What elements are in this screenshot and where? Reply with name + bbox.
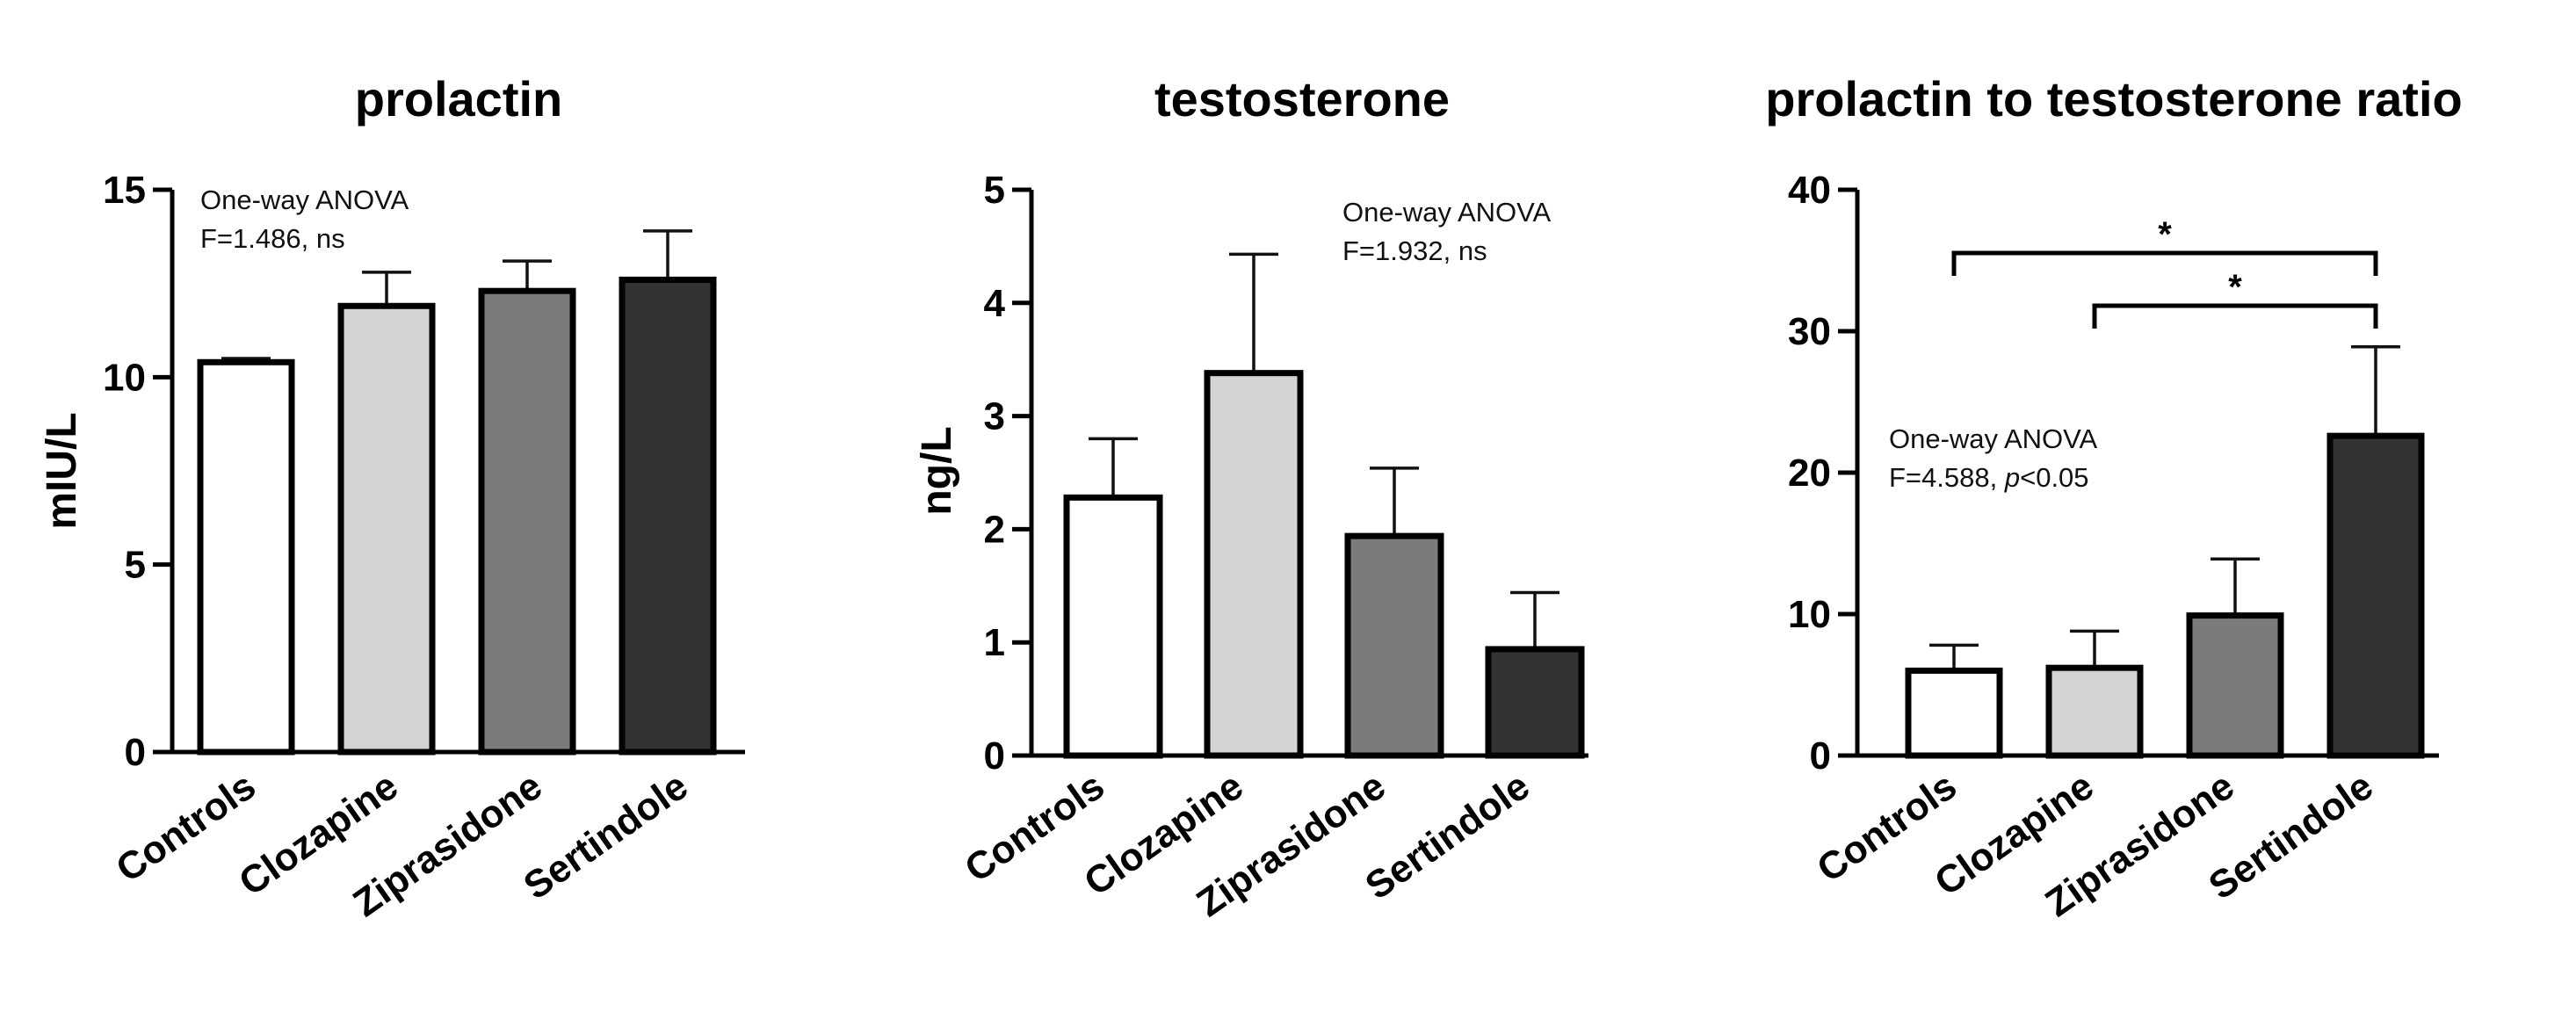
anova-p-symbol: p	[2004, 462, 2020, 493]
y-tick-label: 30	[1788, 310, 1831, 353]
anova-f-value: F=4.588,	[1889, 462, 2005, 493]
bar-controls	[1905, 667, 2003, 759]
y-tick-label: 3	[984, 395, 1005, 438]
ratio-chart-panel: prolactin to testosterone ratio 0 10 20 30 40…	[1687, 0, 2576, 1027]
bar-controls	[1063, 494, 1163, 759]
anova-title: One-way ANOVA	[200, 184, 409, 215]
testosterone-chart: testosteroneng/L012345ControlsClozapineZ…	[914, 71, 1588, 925]
anova-f-value: F=1.486, ns	[200, 223, 345, 254]
ratio-chart: prolactin to testosterone ratio 0 10 20 30 40…	[1765, 71, 2462, 925]
chart-title: testosterone	[1154, 71, 1450, 127]
bar-controls	[197, 358, 295, 756]
y-tick-label: 10	[103, 356, 146, 399]
prolactin-chart-panel: prolactin mIU/L 0 5 10 15 Controls Clozapine Zip…	[0, 0, 843, 1027]
y-tick-label: 0	[984, 734, 1005, 777]
anova-statistic: F=1.486, ns	[200, 223, 345, 254]
testosterone-chart-panel: testosterone ng/L 0 1 2 3 4 5 Controls Clozapine Z…	[843, 0, 1687, 1027]
anova-title: One-way ANOVA	[1342, 197, 1552, 228]
y-tick-label: 0	[1810, 734, 1831, 777]
prolactin-chart: prolactinmIU/L051015ControlsClozapineZip…	[39, 71, 745, 925]
bar-clozapine	[337, 302, 436, 756]
y-tick-label: 40	[1788, 169, 1831, 212]
bar-ziprasidone	[478, 287, 576, 756]
y-tick-label: 1	[984, 621, 1005, 664]
chart-title: prolactin	[355, 71, 562, 127]
y-tick-label: 5	[125, 544, 146, 587]
x-category-label: Sertindole	[1357, 764, 1537, 908]
bar-clozapine	[1204, 370, 1304, 759]
y-tick-label: 10	[1788, 593, 1831, 636]
anova-statistic: F=4.588, p<0.05	[1889, 462, 2089, 493]
anova-statistic: F=1.932, ns	[1342, 235, 1487, 266]
significance-star: *	[2158, 215, 2172, 254]
y-axis-label: mIU/L	[39, 412, 85, 529]
anova-p-value: <0.05	[2020, 462, 2088, 493]
significance-bracket	[1951, 250, 2378, 276]
bar-ziprasidone	[2186, 612, 2284, 759]
x-category-label: Sertindole	[516, 764, 695, 908]
chart-title: prolactin to testosterone ratio	[1765, 71, 2462, 127]
bar-ziprasidone	[1344, 532, 1444, 759]
y-tick-label: 0	[125, 731, 146, 774]
significance-star: *	[2228, 268, 2242, 307]
bar-sertindole	[619, 276, 717, 756]
anova-f-value: F=1.932, ns	[1342, 235, 1487, 266]
y-tick-label: 5	[984, 169, 1005, 212]
bar-sertindole	[2326, 432, 2425, 759]
bar-clozapine	[2045, 664, 2144, 759]
y-tick-label: 2	[984, 508, 1005, 551]
y-axis-label: ng/L	[914, 426, 960, 515]
y-tick-label: 20	[1788, 452, 1831, 495]
y-tick-label: 4	[984, 282, 1006, 325]
anova-title: One-way ANOVA	[1889, 423, 2098, 454]
bar-sertindole	[1485, 646, 1585, 759]
significance-bracket	[2092, 303, 2378, 329]
y-tick-label: 15	[103, 169, 146, 212]
